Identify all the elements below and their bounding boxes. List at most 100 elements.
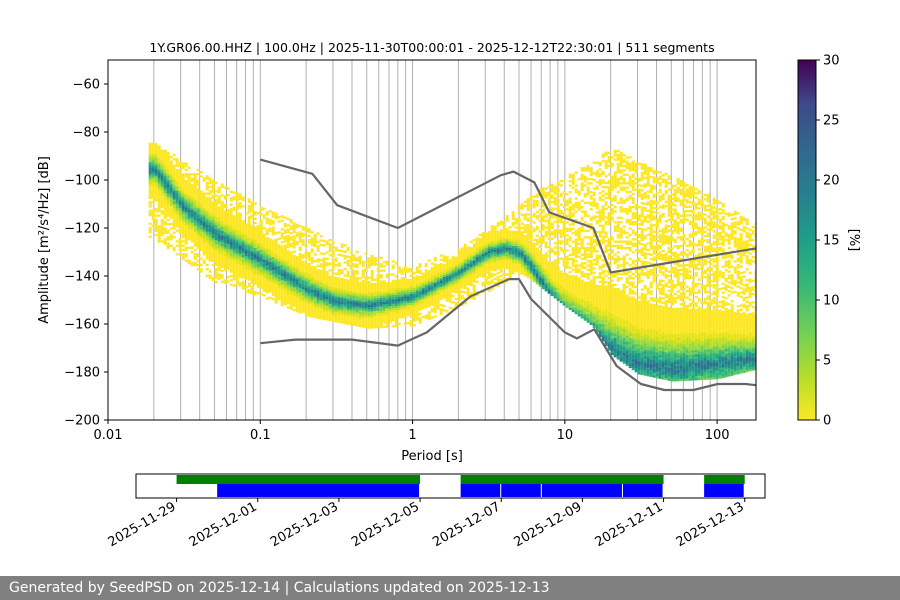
heatmap-cell [586,305,590,308]
heatmap-cell [484,265,488,268]
heatmap-cell [556,205,560,208]
heatmap-cell [367,293,371,297]
heatmap-cell [535,234,539,237]
heatmap-cell [598,183,602,186]
heatmap-cell [352,278,356,281]
heatmap-cell [271,263,275,266]
heatmap-cell [577,249,581,252]
heatmap-cell [157,186,161,189]
heatmap-cell [604,341,608,344]
heatmap-cell [160,223,164,226]
heatmap-cell [385,312,389,315]
heatmap-cell [316,301,320,304]
heatmap-cell [343,278,347,282]
heatmap-cell [394,286,398,289]
heatmap-cell [253,243,257,246]
heatmap-cell [292,300,296,303]
heatmap-cell [310,269,314,273]
heatmap-cell [214,259,218,262]
heatmap-cell [556,199,560,202]
heatmap-cell [253,228,257,231]
heatmap-cell [241,280,245,284]
heatmap-cell [232,271,236,274]
heatmap-cell [205,244,209,247]
heatmap-cell [565,199,569,202]
heatmap-cell [511,213,515,216]
heatmap-cell [610,344,614,347]
heatmap-cell [370,315,374,318]
heatmap-cell [169,238,173,241]
heatmap-cell [334,289,338,293]
heatmap-cell [607,313,611,317]
heatmap-cell [589,268,593,271]
heatmap-cell [304,274,308,278]
heatmap-cell [217,242,221,246]
heatmap-cell [169,227,173,230]
heatmap-cell [478,250,482,254]
heatmap-cell [148,181,152,184]
heatmap-cell [364,282,368,286]
heatmap-cell [193,253,197,256]
heatmap-cell [574,277,578,280]
heatmap-cell [328,245,332,248]
heatmap-cell [577,283,581,287]
heatmap-cell [451,283,455,287]
heatmap-cell [298,300,302,303]
heatmap-cell [352,295,356,298]
heatmap-cell [289,242,293,246]
heatmap-cell [274,296,278,300]
heatmap-cell [586,186,590,189]
heatmap-cell [325,275,329,278]
heatmap-cell [352,280,356,283]
heatmap-cell [547,263,551,266]
heatmap-cell [280,271,284,274]
heatmap-cell [409,291,413,295]
heatmap-cell [559,212,563,215]
heatmap-cell [247,291,251,294]
heatmap-cell [331,280,335,283]
heatmap-cell [178,225,182,228]
heatmap-cell [388,320,392,324]
heatmap-cell [292,263,296,266]
heatmap-cell [208,235,212,239]
heatmap-cell [586,242,590,246]
heatmap-cell [568,298,572,302]
heatmap-cell [178,207,182,211]
heatmap-cell [343,282,347,286]
heatmap-cell [334,246,338,250]
heatmap-cell [562,225,566,228]
heatmap-cell [445,292,449,296]
heatmap-cell [415,296,419,300]
heatmap-cell [463,282,467,285]
heatmap-cell [319,304,323,307]
heatmap-cell [352,254,356,257]
heatmap-cell [544,280,548,283]
heatmap-cell [451,275,455,278]
heatmap-cell [187,220,191,224]
heatmap-cell [193,229,197,232]
heatmap-cell [535,277,539,281]
heatmap-cell [271,287,275,290]
heatmap-cell [556,250,560,254]
heatmap-cell [526,254,530,257]
heatmap-cell [568,257,572,261]
heatmap-cell [235,274,239,277]
heatmap-cell [367,311,371,314]
heatmap-cell [205,192,209,195]
heatmap-cell [574,260,578,263]
heatmap-cell [550,222,554,225]
heatmap-cell [250,242,254,245]
heatmap-cell [238,214,242,218]
heatmap-cell [355,250,359,254]
heatmap-cell [496,235,500,238]
heatmap-cell [514,263,518,266]
heatmap-cell [166,238,170,241]
heatmap-cell [556,289,560,293]
heatmap-cell [154,160,158,163]
heatmap-cell [607,315,611,319]
heatmap-cell [469,292,473,295]
heatmap-cell [430,262,434,265]
heatmap-cell [193,205,197,208]
heatmap-cell [304,287,308,291]
heatmap-cell [289,294,293,297]
